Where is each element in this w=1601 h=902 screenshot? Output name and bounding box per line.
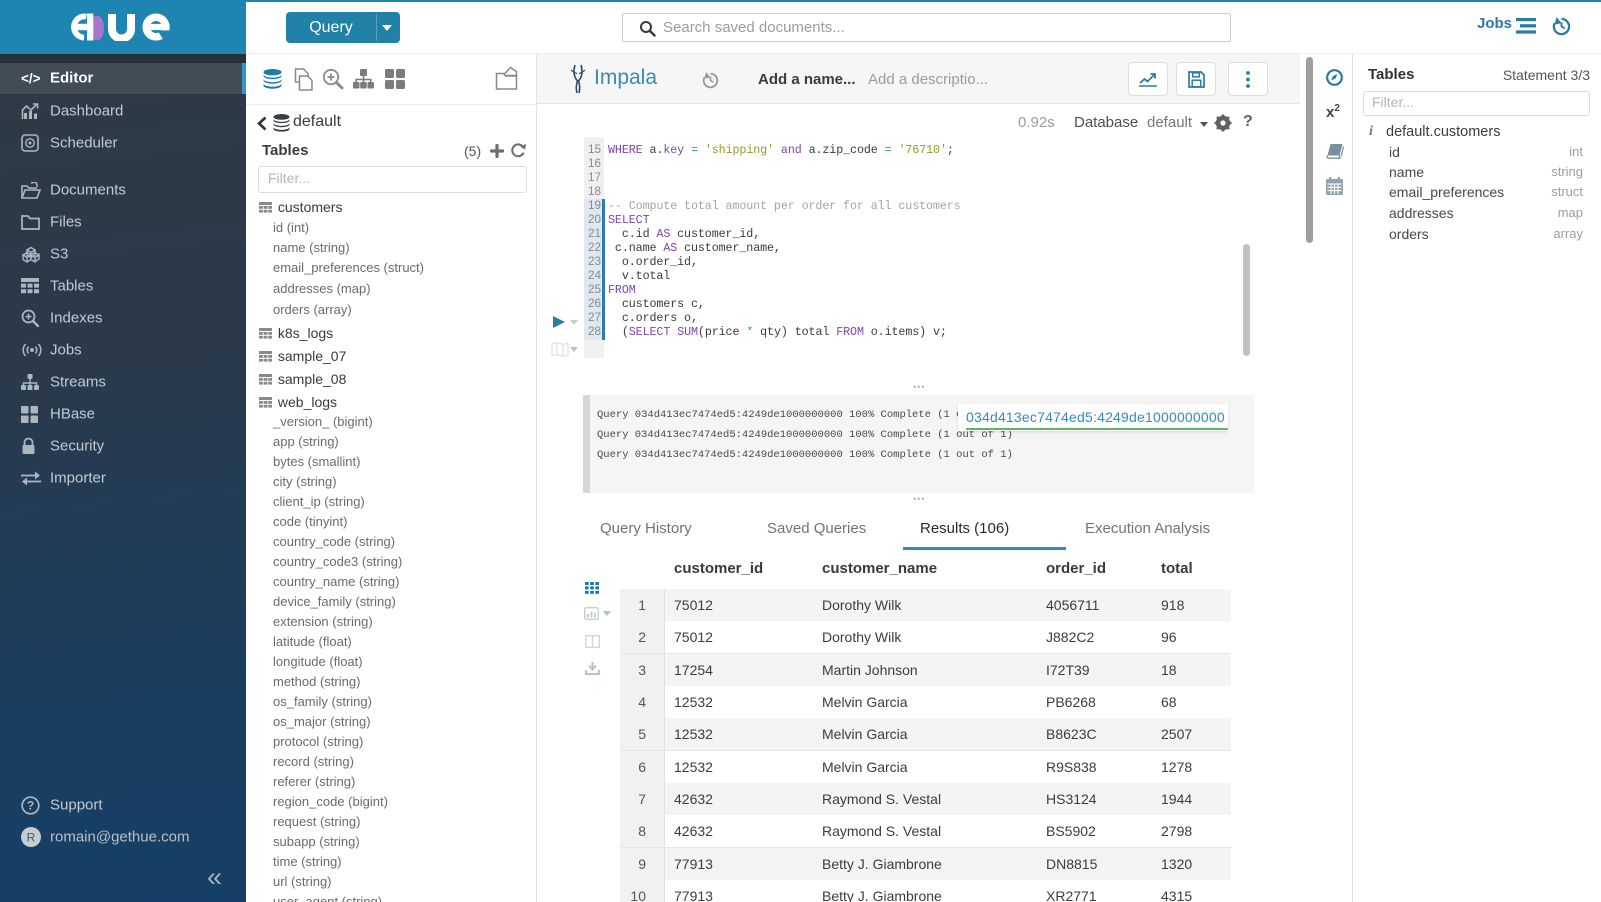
svg-text:?: ?: [27, 798, 34, 812]
svg-text:R: R: [27, 831, 36, 845]
